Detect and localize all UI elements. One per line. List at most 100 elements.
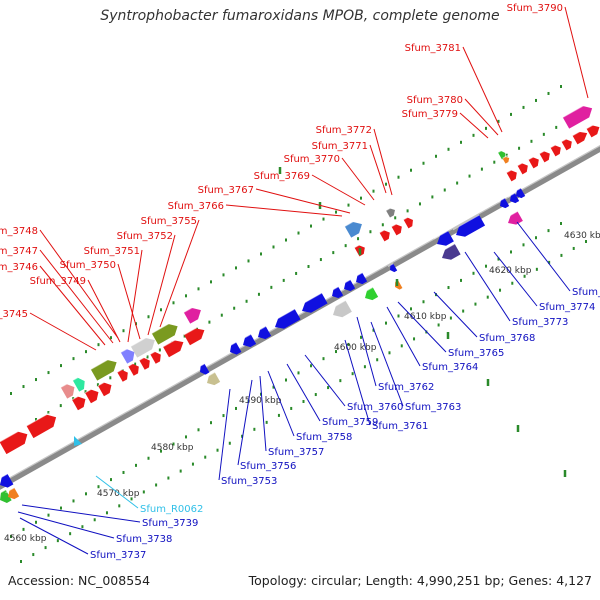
forward-gene-box (183, 303, 201, 324)
tick-dot-inner-2 (360, 335, 362, 339)
forward-gene-label-leader (117, 263, 141, 340)
forward-gene-label-leader (373, 128, 393, 196)
tick-dot-outer-2 (493, 160, 496, 164)
forward-gene-label: Sfum_3767 (198, 185, 254, 196)
tick-dot-inner (20, 560, 22, 563)
forward-gene-arrow-shine (84, 386, 96, 394)
tick-dot-inner-2 (160, 449, 162, 453)
tick-dot-inner (253, 427, 256, 431)
reverse-gene-arrow-shine (341, 279, 351, 286)
forward-gene-box-shine (183, 303, 199, 313)
reverse-gene-box (329, 299, 352, 318)
forward-gene-label-leader (39, 265, 106, 346)
rna-gene-label: Sfum_R0062 (140, 504, 203, 515)
forward-gene-arrow-shine (71, 393, 83, 401)
tick-dot-inner-2 (385, 321, 387, 325)
forward-gene-box-shape (120, 349, 135, 364)
forward-gene-arrow-shape (139, 357, 150, 370)
tick-dot-outer-2 (480, 167, 483, 171)
forward-gene-box-shine (502, 154, 509, 159)
tick-dot-inner-2 (22, 527, 25, 531)
tick-dot-inner (523, 274, 526, 278)
forward-gene-arrow-shine (26, 410, 53, 427)
reverse-gene-label-leader (356, 316, 377, 387)
forward-gene-box-shine (120, 345, 132, 353)
forward-gene-arrow-shine (403, 215, 411, 221)
forward-gene-box-shine (72, 374, 82, 381)
reverse-gene-label-leader (237, 379, 253, 466)
tick-dot-inner-2 (72, 499, 75, 503)
tick-dot-inner (204, 455, 207, 459)
forward-gene-arrow-shine (506, 167, 515, 174)
forward-gene-arrow-shape (586, 125, 600, 138)
tick-dot-inner (93, 518, 96, 522)
tick-dot-outer-2 (146, 355, 149, 359)
tick-dot-inner-2 (347, 342, 350, 346)
reverse-gene-arrow (254, 325, 272, 340)
tick-dot-inner-2 (522, 243, 525, 247)
forward-gene-box-shape (60, 384, 75, 399)
forward-gene-box (151, 320, 178, 345)
backbone-highlight (0, 144, 600, 485)
tick-dot-outer-2 (332, 251, 335, 255)
tick-dot-inner (388, 351, 391, 355)
tick-dot-inner-2 (210, 421, 212, 425)
tick-dot-outer (122, 329, 125, 333)
tick-dot-outer (385, 182, 387, 186)
reverse-gene-arrow-shine (497, 197, 506, 203)
reverse-gene-arrow-shine (254, 325, 267, 333)
tick-dot-outer (497, 119, 500, 123)
tick-dot-inner-2 (122, 470, 125, 474)
reverse-gene-label: Sfum_3756 (240, 461, 296, 472)
reverse-gene-label-leader (516, 221, 571, 292)
forward-gene-label-leader (341, 157, 375, 201)
tick-dot-inner-2 (497, 257, 500, 261)
scale-label: 4630 kbp (564, 231, 600, 241)
backbone-line (0, 145, 600, 490)
forward-gene-label: Sfum_3781 (405, 43, 461, 54)
reverse-gene-arrow-shine (239, 333, 252, 341)
tick-dot-outer (297, 231, 300, 235)
forward-gene-label: Sfum_3770 (284, 154, 340, 165)
tick-dot-inner-2 (35, 520, 37, 524)
accession-text: Accession: NC_008554 (8, 573, 151, 588)
forward-gene-arrow-shine (162, 336, 181, 348)
forward-gene-arrow-shape (539, 151, 550, 163)
reverse-gene-arrow (329, 286, 344, 299)
tick-dot-outer (485, 126, 487, 130)
tick-dot-inner-2 (10, 535, 12, 538)
tick-dot-inner-2 (85, 492, 87, 496)
scale-label: 4590 kbp (239, 396, 282, 406)
tick-dot-outer (447, 147, 450, 151)
reverse-gene-label: Sfum_3759 (322, 417, 378, 428)
forward-gene-arrow-shape (379, 230, 390, 242)
tick-dot-outer-2 (220, 313, 223, 317)
reverse-gene-label: Sfum_3758 (296, 432, 352, 443)
reverse-gene-box-shape (207, 372, 221, 386)
tick-dot-inner (265, 420, 268, 424)
forward-gene-arrow-shape (403, 217, 413, 229)
tick-dot-outer (47, 371, 50, 375)
tick-dot-outer (60, 364, 62, 368)
forward-gene-label-leader (564, 6, 589, 99)
reverse-gene-arrow-shape (437, 230, 454, 246)
tick-dot-outer (322, 217, 325, 221)
reverse-gene-arrow-shape (344, 279, 356, 292)
forward-gene-label-leader (462, 46, 503, 133)
forward-gene-arrow-shape (26, 414, 57, 439)
forward-gene-arrow-shine (138, 355, 148, 361)
forward-gene-arrow-shine (517, 160, 526, 167)
forward-gene-arrow-shape (117, 369, 128, 382)
forward-gene-arrow (183, 324, 205, 346)
scale-label: 4560 kbp (4, 534, 47, 544)
scale-label: 4600 kbp (334, 343, 377, 353)
tick-dot-outer-2 (542, 132, 545, 136)
forward-gene-label: Sfum_3790 (507, 3, 563, 14)
forward-gene-label-leader (39, 229, 119, 339)
forward-gene-label: Sfum_3755 (141, 216, 197, 227)
reverse-gene-label-leader (17, 511, 115, 539)
forward-gene-box-shape (386, 208, 395, 218)
reverse-gene-arrow-shine (197, 363, 205, 369)
tick-dot-outer-2 (431, 195, 434, 199)
reverse-gene-label-leader (370, 321, 404, 407)
